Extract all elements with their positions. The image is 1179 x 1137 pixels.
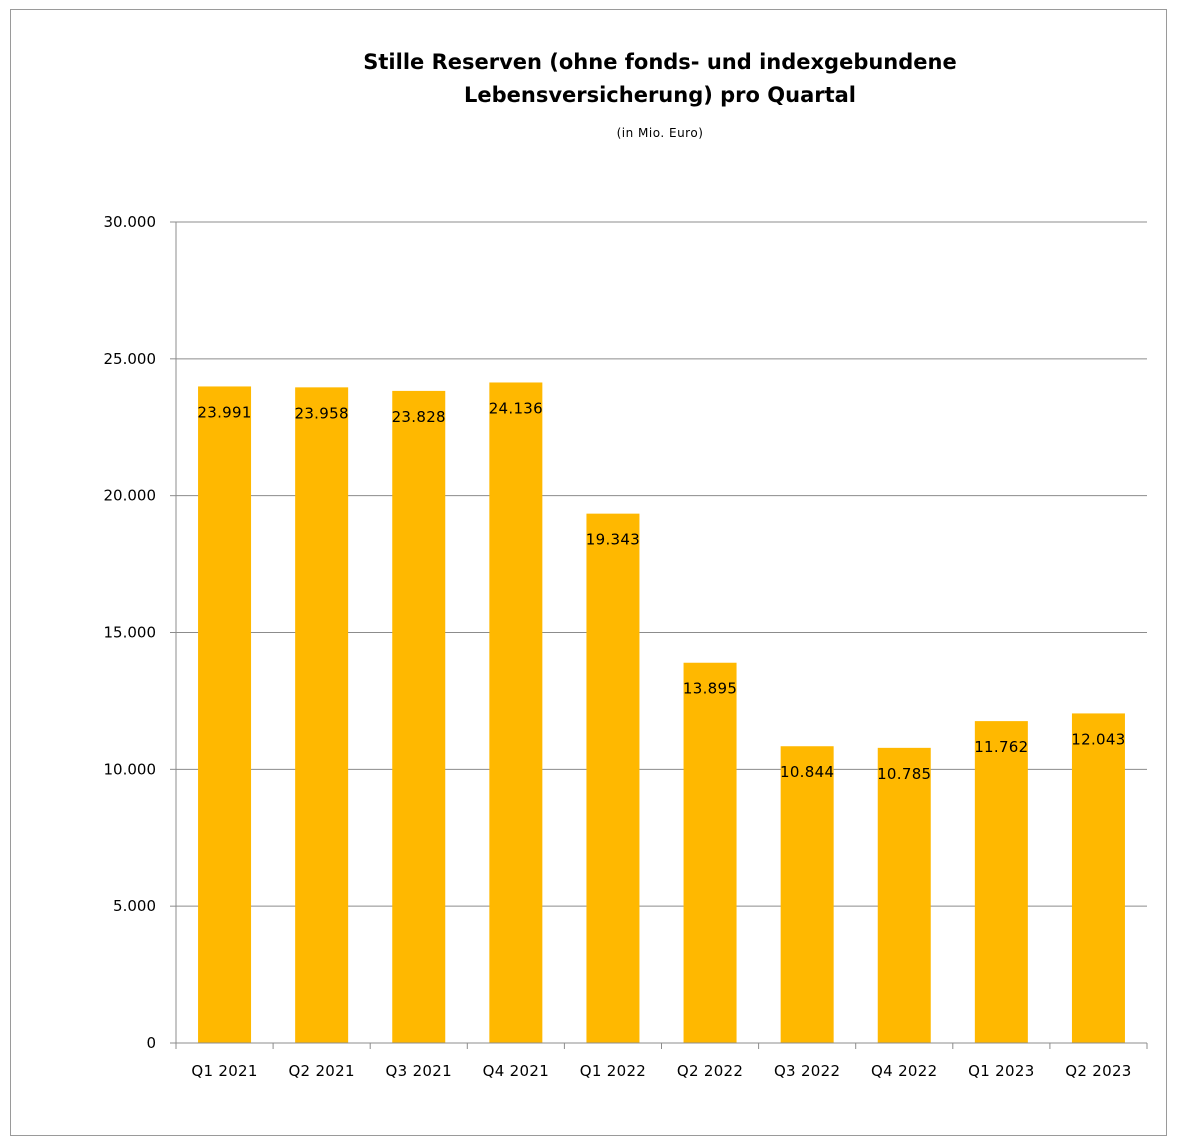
labels: 0 5.000 10.000 15.000 20.000 25.000 30.000 23.9… (104, 213, 1132, 1080)
data-label: 11.762 (974, 738, 1028, 756)
data-label: 13.895 (683, 680, 737, 698)
x-tick-label: Q1 2023 (968, 1062, 1034, 1080)
data-label: 10.844 (780, 763, 834, 781)
y-tick-label: 30.000 (104, 213, 157, 231)
chart-frame (10, 9, 1167, 1136)
y-tick-label: 10.000 (104, 760, 157, 778)
data-label: 23.958 (295, 404, 349, 422)
chart-title-line-2: Lebensversicherung) pro Quartal (463, 83, 857, 107)
bar (683, 662, 737, 1043)
bar (586, 513, 640, 1043)
x-tick-label: Q2 2021 (288, 1062, 354, 1080)
x-tick-label: Q2 2022 (677, 1062, 743, 1080)
y-tick-label: 5.000 (113, 897, 156, 915)
data-label: 23.828 (392, 408, 446, 426)
bar (780, 746, 834, 1043)
chart-subtitle: (in Mio. Euro) (616, 126, 704, 140)
data-label: 24.136 (489, 399, 543, 417)
chart-title-line-1: Stille Reserven (ohne fonds- und indexge… (363, 50, 957, 74)
data-label: 19.343 (586, 531, 640, 549)
x-tick-label: Q2 2023 (1065, 1062, 1131, 1080)
axes (170, 221, 1148, 1049)
data-label: 23.991 (197, 403, 251, 421)
x-tick-label: Q1 2022 (580, 1062, 646, 1080)
x-tick-label: Q4 2022 (871, 1062, 937, 1080)
x-tick-label: Q3 2021 (386, 1062, 452, 1080)
x-tick-label: Q4 2021 (483, 1062, 549, 1080)
chart-title: Stille Reserven (ohne fonds- und indexge… (0, 46, 1179, 112)
bar (1071, 713, 1125, 1043)
x-tick-label: Q3 2022 (774, 1062, 840, 1080)
y-tick-label: 15.000 (104, 624, 157, 642)
y-tick-label: 20.000 (104, 487, 157, 505)
y-tick-label: 25.000 (104, 350, 157, 368)
bar (392, 390, 446, 1043)
data-label: 12.043 (1071, 730, 1125, 748)
y-tick-label: 0 (146, 1034, 156, 1052)
data-label: 10.785 (877, 765, 931, 783)
x-tick-label: Q1 2021 (191, 1062, 257, 1080)
bar (489, 382, 543, 1043)
bars (198, 382, 1125, 1044)
bar (877, 747, 931, 1043)
bar (974, 721, 1028, 1043)
bar (295, 387, 349, 1044)
bar (198, 386, 252, 1043)
